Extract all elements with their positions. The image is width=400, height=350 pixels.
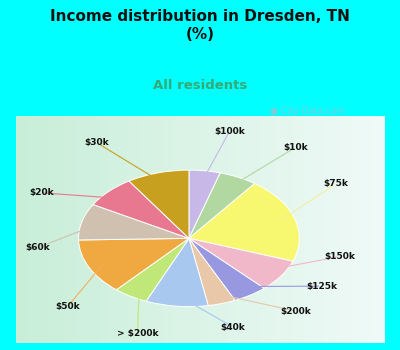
- Wedge shape: [189, 170, 220, 238]
- Text: $125k: $125k: [306, 282, 337, 290]
- Wedge shape: [116, 238, 189, 301]
- Wedge shape: [129, 170, 189, 238]
- Text: $200k: $200k: [280, 307, 311, 316]
- Text: Income distribution in Dresden, TN
(%): Income distribution in Dresden, TN (%): [50, 9, 350, 42]
- Text: $150k: $150k: [324, 252, 355, 261]
- Wedge shape: [189, 183, 299, 261]
- Wedge shape: [189, 173, 255, 238]
- Text: $40k: $40k: [221, 323, 246, 331]
- Wedge shape: [189, 238, 264, 300]
- Text: ● City-Data.com: ● City-Data.com: [270, 107, 346, 116]
- Wedge shape: [78, 238, 189, 290]
- Text: $30k: $30k: [85, 138, 109, 147]
- Text: $75k: $75k: [324, 179, 348, 188]
- Text: $20k: $20k: [30, 188, 54, 197]
- Wedge shape: [189, 238, 235, 306]
- Wedge shape: [93, 181, 189, 238]
- Text: $50k: $50k: [55, 302, 80, 311]
- Wedge shape: [146, 238, 208, 307]
- Text: $60k: $60k: [26, 243, 50, 252]
- Text: $100k: $100k: [214, 127, 245, 136]
- Text: $10k: $10k: [283, 143, 308, 152]
- Text: > $200k: > $200k: [117, 329, 158, 338]
- Text: All residents: All residents: [153, 79, 247, 92]
- Wedge shape: [189, 238, 293, 288]
- Wedge shape: [78, 204, 189, 240]
